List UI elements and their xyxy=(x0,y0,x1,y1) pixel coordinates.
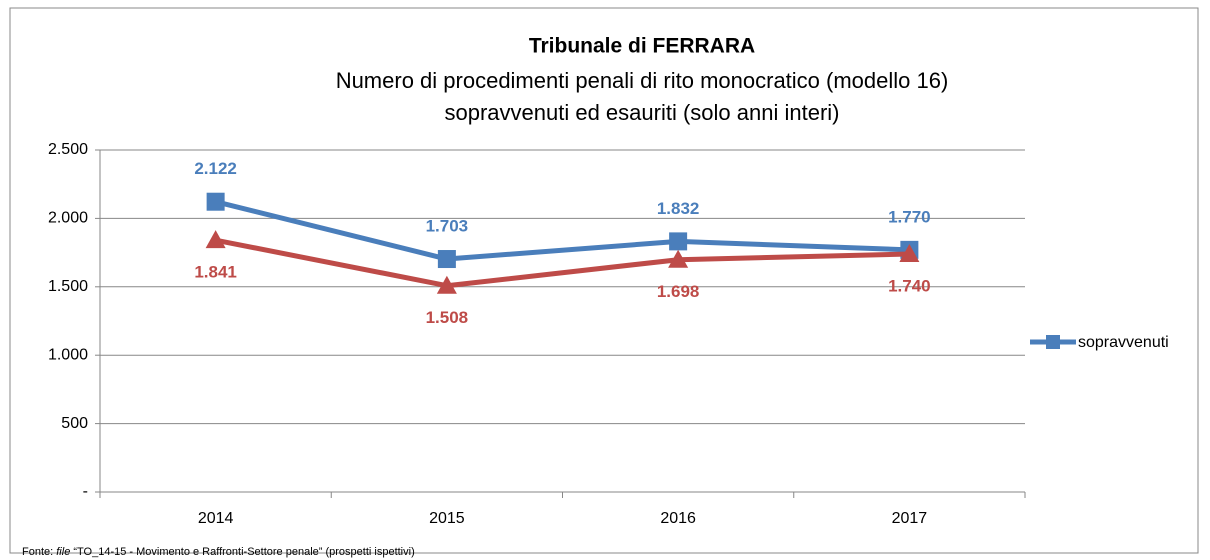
data-label: 1.740 xyxy=(888,276,931,295)
chart-title: Tribunale di FERRARA xyxy=(529,35,755,58)
source-file: file xyxy=(56,546,71,558)
legend-label: sopravvenuti xyxy=(1078,334,1169,351)
marker xyxy=(436,275,457,294)
x-tick-label: 2014 xyxy=(198,510,234,527)
data-label: 1.770 xyxy=(888,207,931,226)
marker xyxy=(669,232,688,251)
x-tick-label: 2016 xyxy=(660,510,696,527)
y-tick-label: 500 xyxy=(61,415,88,432)
data-label: 1.841 xyxy=(194,263,237,282)
marker xyxy=(205,230,226,249)
x-tick-label: 2017 xyxy=(892,510,928,527)
marker xyxy=(437,250,456,269)
data-label: 2.122 xyxy=(194,159,237,178)
marker xyxy=(668,249,689,268)
series-line xyxy=(215,199,910,262)
y-tick-label: 2.500 xyxy=(48,141,88,158)
y-tick-label: 2.000 xyxy=(48,210,88,227)
y-tick-label: - xyxy=(83,483,88,500)
data-label: 1.698 xyxy=(657,282,700,301)
y-tick-label: 1.000 xyxy=(48,346,88,363)
y-tick-label: 1.500 xyxy=(48,278,88,295)
source-prefix: Fonte: xyxy=(22,546,54,558)
source-note: Fonte: file “TO_14-15 - Movimento e Raff… xyxy=(22,546,415,558)
x-tick-label: 2015 xyxy=(429,510,465,527)
data-label: 1.832 xyxy=(657,199,700,218)
legend-marker xyxy=(1046,335,1060,349)
data-label: 1.703 xyxy=(426,217,469,236)
marker xyxy=(899,243,920,262)
series-line xyxy=(215,237,910,289)
data-label: 1.508 xyxy=(426,308,469,327)
chart-subtitle: sopravvenuti ed esauriti (solo anni inte… xyxy=(445,100,840,125)
source-text: “TO_14-15 - Movimento e Raffronti-Settor… xyxy=(73,546,415,558)
chart-border xyxy=(9,7,1199,554)
chart-subtitle: Numero di procedimenti penali di rito mo… xyxy=(336,68,949,93)
marker xyxy=(206,192,225,211)
